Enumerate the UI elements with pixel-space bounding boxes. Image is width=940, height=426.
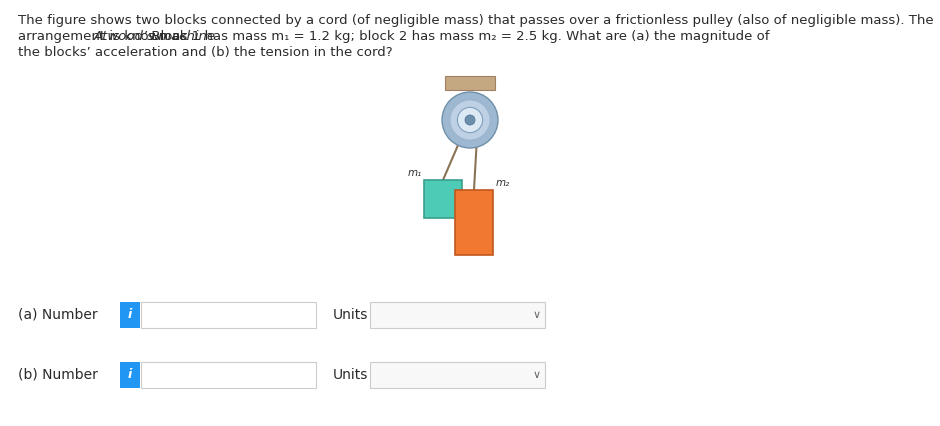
FancyBboxPatch shape [120, 362, 140, 388]
Text: the blocks’ acceleration and (b) the tension in the cord?: the blocks’ acceleration and (b) the ten… [18, 46, 393, 59]
FancyBboxPatch shape [370, 362, 545, 388]
Text: (b) Number: (b) Number [18, 368, 98, 382]
Circle shape [458, 107, 482, 132]
FancyBboxPatch shape [455, 190, 493, 255]
FancyBboxPatch shape [141, 362, 316, 388]
Text: Units: Units [333, 368, 368, 382]
Text: The figure shows two blocks connected by a cord (of negligible mass) that passes: The figure shows two blocks connected by… [18, 14, 933, 27]
Text: ∨: ∨ [533, 370, 541, 380]
Text: (a) Number: (a) Number [18, 308, 98, 322]
Circle shape [465, 115, 475, 125]
Text: Atwood’s machine: Atwood’s machine [93, 30, 215, 43]
FancyBboxPatch shape [120, 302, 140, 328]
Circle shape [450, 100, 490, 140]
Text: Units: Units [333, 308, 368, 322]
Text: m₁: m₁ [408, 168, 422, 178]
Text: . Block 1 has mass m₁ = 1.2 kg; block 2 has mass m₂ = 2.5 kg. What are (a) the m: . Block 1 has mass m₁ = 1.2 kg; block 2 … [144, 30, 770, 43]
FancyBboxPatch shape [424, 180, 462, 218]
Text: i: i [128, 368, 133, 382]
Text: i: i [128, 308, 133, 322]
Text: arrangement is known as: arrangement is known as [18, 30, 192, 43]
FancyBboxPatch shape [141, 302, 316, 328]
Text: ∨: ∨ [533, 310, 541, 320]
FancyBboxPatch shape [370, 302, 545, 328]
Text: m₂: m₂ [496, 178, 510, 188]
Circle shape [442, 92, 498, 148]
FancyBboxPatch shape [445, 76, 495, 90]
